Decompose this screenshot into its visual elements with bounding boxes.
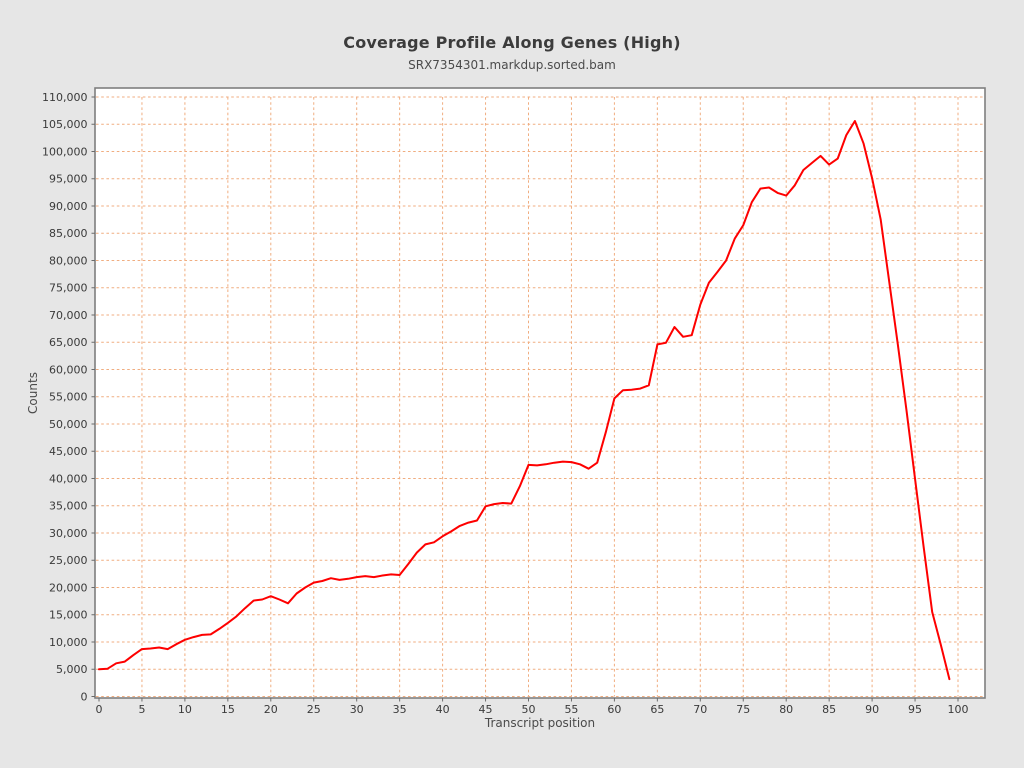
y-tick-label: 55,000: [49, 391, 88, 404]
y-tick-label: 75,000: [49, 282, 88, 295]
plot-area: [95, 88, 985, 698]
x-tick-label: 65: [650, 703, 664, 716]
x-tick-label: 70: [693, 703, 707, 716]
x-tick-label: 50: [522, 703, 536, 716]
y-tick-label: 65,000: [49, 336, 88, 349]
x-tick-label: 75: [736, 703, 750, 716]
y-tick-label: 85,000: [49, 227, 88, 240]
x-axis-label: Transcript position: [484, 716, 596, 730]
chart-subtitle: SRX7354301.markdup.sorted.bam: [408, 58, 616, 72]
y-tick-label: 0: [81, 690, 88, 703]
y-tick-label: 30,000: [49, 527, 88, 540]
y-tick-label: 90,000: [49, 200, 88, 213]
x-tick-label: 20: [264, 703, 278, 716]
x-tick-label: 35: [393, 703, 407, 716]
y-tick-label: 110,000: [42, 91, 88, 104]
y-tick-label: 5,000: [56, 663, 88, 676]
y-tick-label: 105,000: [42, 118, 88, 131]
x-tick-label: 5: [138, 703, 145, 716]
y-tick-label: 40,000: [49, 472, 88, 485]
plot-border: [94, 87, 986, 699]
x-tick-label: 25: [307, 703, 321, 716]
y-tick-label: 15,000: [49, 609, 88, 622]
x-tick-label: 100: [948, 703, 969, 716]
y-tick-label: 100,000: [42, 145, 88, 158]
x-tick-label: 80: [779, 703, 793, 716]
y-tick-label: 45,000: [49, 445, 88, 458]
y-tick-label: 10,000: [49, 636, 88, 649]
axis-tick-labels: 0 5 10 15 20 25 30 35 40 45 50 55 60 65 70 75 80 85 90 95 10…: [42, 91, 969, 716]
y-tick-label: 50,000: [49, 418, 88, 431]
x-tick-label: 10: [178, 703, 192, 716]
x-tick-label: 30: [350, 703, 364, 716]
grid-lines: [96, 96, 984, 697]
y-tick-label: 95,000: [49, 173, 88, 186]
x-tick-label: 15: [221, 703, 235, 716]
y-tick-label: 25,000: [49, 554, 88, 567]
y-axis-label: Counts: [26, 372, 40, 414]
y-tick-label: 35,000: [49, 500, 88, 513]
x-tick-label: 40: [436, 703, 450, 716]
x-tick-label: 60: [607, 703, 621, 716]
x-tick-label: 90: [865, 703, 879, 716]
coverage-series-line: [98, 120, 951, 681]
x-tick-label: 95: [908, 703, 922, 716]
x-tick-label: 0: [96, 703, 103, 716]
y-tick-label: 60,000: [49, 363, 88, 376]
x-tick-label: 85: [822, 703, 836, 716]
y-tick-label: 80,000: [49, 254, 88, 267]
y-tick-label: 20,000: [49, 581, 88, 594]
x-tick-label: 45: [479, 703, 493, 716]
axis-ticks: [91, 96, 959, 702]
chart-title: Coverage Profile Along Genes (High): [343, 33, 681, 52]
y-tick-label: 70,000: [49, 309, 88, 322]
x-tick-label: 55: [564, 703, 578, 716]
